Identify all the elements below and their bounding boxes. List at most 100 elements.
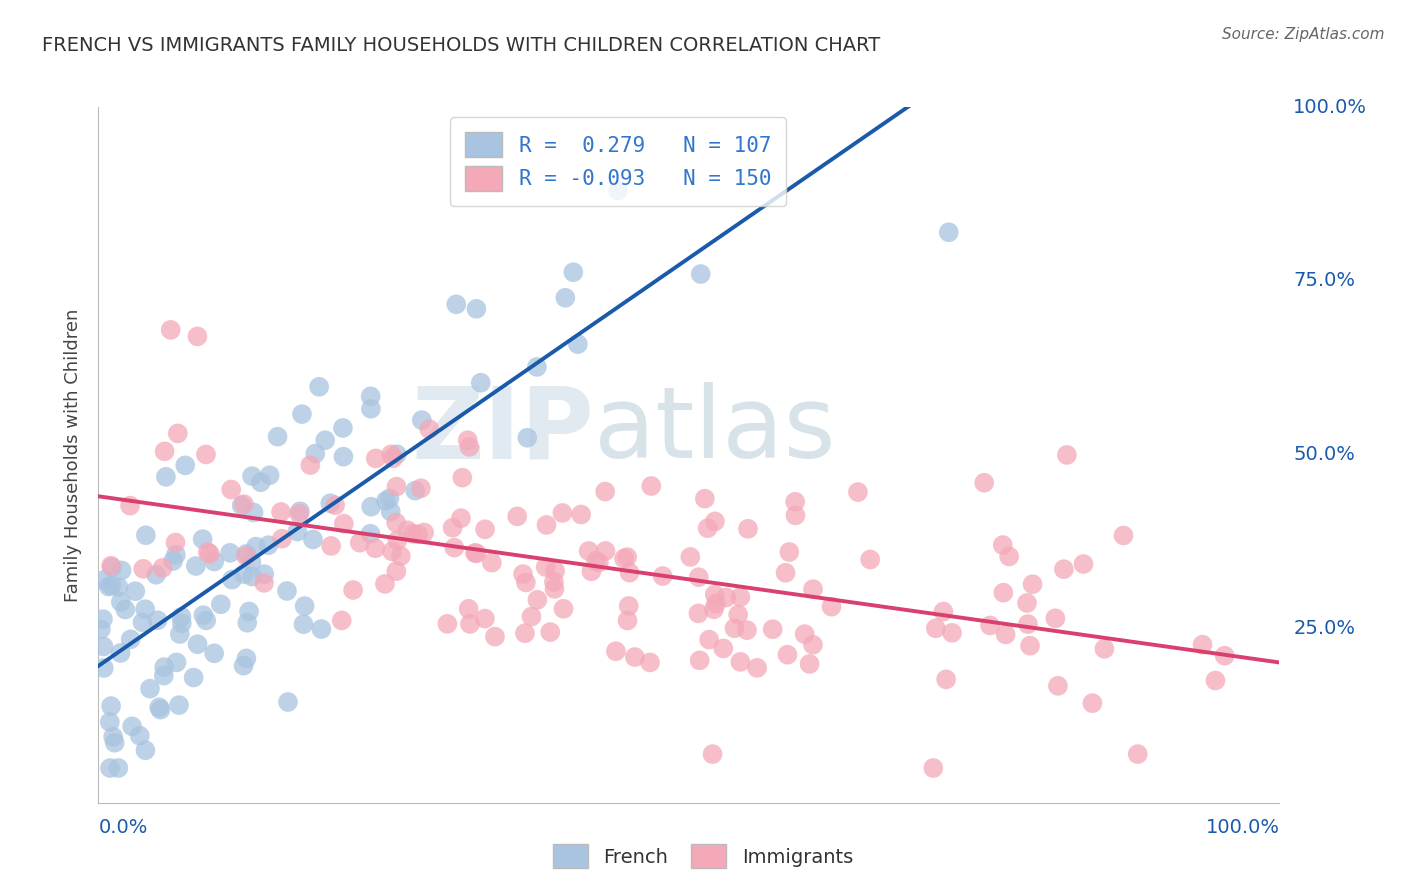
Point [1021,577,1043,591]
Point [332,450,354,464]
Point [382,451,405,466]
Point [941,625,963,640]
Point [155,470,177,484]
Point [360,389,382,403]
Point [304,446,326,460]
Point [730,590,752,604]
Point [194,447,217,461]
Point [450,511,472,525]
Point [266,430,288,444]
Point [253,567,276,582]
Point [543,574,565,589]
Text: atlas: atlas [595,382,837,479]
Point [446,297,468,311]
Point [402,526,425,541]
Point [697,632,720,647]
Point [139,681,162,696]
Point [727,607,749,622]
Point [149,703,172,717]
Point [233,567,256,582]
Point [470,376,492,390]
Point [124,584,146,599]
Point [385,516,408,530]
Point [607,184,630,198]
Point [319,496,342,510]
Point [1053,562,1076,576]
Point [723,621,745,635]
Point [93,573,115,587]
Point [593,484,616,499]
Text: FRENCH VS IMMIGRANTS FAMILY HOUSEHOLDS WITH CHILDREN CORRELATION CHART: FRENCH VS IMMIGRANTS FAMILY HOUSEHOLDS W… [42,36,880,54]
Point [396,523,419,537]
Point [679,549,702,564]
Point [458,616,481,631]
Point [118,499,141,513]
Point [922,761,945,775]
Point [581,564,603,578]
Point [689,267,711,281]
Point [465,301,488,316]
Point [135,528,157,542]
Point [1017,617,1039,632]
Point [93,640,115,654]
Point [381,544,404,558]
Point [702,747,724,761]
Point [314,433,336,447]
Point [349,535,371,549]
Point [191,532,214,546]
Point [973,475,995,490]
Point [159,323,181,337]
Point [624,650,647,665]
Point [114,602,136,616]
Point [131,615,153,630]
Point [925,621,948,635]
Point [737,522,759,536]
Point [616,614,638,628]
Point [332,421,354,435]
Point [291,407,314,421]
Point [735,623,758,637]
Point [152,561,174,575]
Point [259,468,281,483]
Point [551,506,574,520]
Point [90,623,112,637]
Point [169,627,191,641]
Point [651,569,673,583]
Point [186,329,208,343]
Point [385,447,408,461]
Point [235,651,257,665]
Point [441,521,464,535]
Point [730,655,752,669]
Point [793,627,815,641]
Point [585,554,607,568]
Point [240,555,263,569]
Point [270,505,292,519]
Point [240,569,263,583]
Point [409,481,432,495]
Point [288,504,311,518]
Point [98,761,121,775]
Point [994,627,1017,641]
Point [536,518,558,533]
Point [232,658,254,673]
Point [299,458,322,472]
Point [202,554,225,568]
Point [277,695,299,709]
Point [153,660,176,674]
Point [219,546,242,560]
Point [411,413,433,427]
Y-axis label: Family Households with Children: Family Households with Children [63,309,82,601]
Point [993,585,1015,599]
Point [544,564,567,578]
Point [330,614,353,628]
Point [120,632,142,647]
Point [91,612,114,626]
Point [938,225,960,239]
Point [100,699,122,714]
Point [711,641,734,656]
Point [389,549,412,563]
Point [323,498,346,512]
Point [110,595,132,609]
Point [859,552,882,566]
Text: 50.0%: 50.0% [1294,445,1355,465]
